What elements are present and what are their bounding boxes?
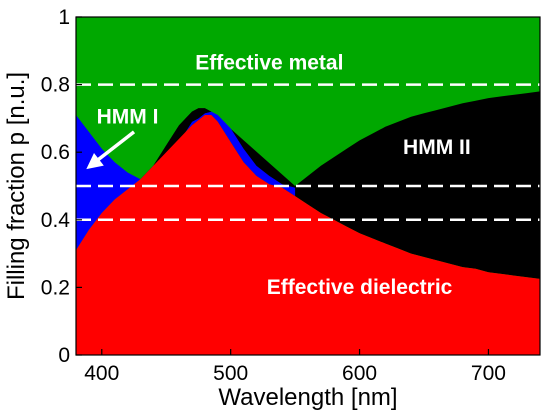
y-tick-label: 0.2	[41, 276, 70, 299]
axes: 0 0.2 0.4 0.6 0.8 1 400 500 600 700 Wavelength [nm…	[3, 6, 541, 411]
y-tick-label: 0.6	[41, 141, 70, 164]
region-label: HMM II	[403, 136, 471, 159]
region-label: Effective dielectric	[267, 276, 453, 299]
regions-group: Effective metal HMM I HMM II Effective diel…	[76, 17, 540, 355]
arrow-head	[86, 153, 104, 170]
region-effective-dielectric	[76, 115, 540, 355]
y-axis-label: Filling fraction p [n.u.]	[3, 72, 30, 300]
region-hmm-i	[76, 111, 296, 251]
x-tick-label: 600	[342, 362, 377, 385]
x-tick-label: 700	[471, 362, 506, 385]
y-tick-label: 1	[58, 6, 70, 29]
y-tick-label: 0	[58, 344, 70, 367]
y-tick-label: 0.8	[41, 74, 70, 97]
region-label: Effective metal	[195, 51, 343, 74]
y-tick-label: 0.4	[41, 209, 71, 232]
x-axis-label: Wavelength [nm]	[218, 384, 397, 411]
arrow-shaft	[95, 130, 136, 163]
plot-frame	[75, 16, 541, 356]
region-label: HMM I	[97, 105, 159, 128]
plot-area: Effective metal HMM I HMM II Effective diel…	[76, 17, 540, 355]
x-tick-label: 400	[84, 362, 119, 385]
x-tick-label: 500	[213, 362, 248, 385]
